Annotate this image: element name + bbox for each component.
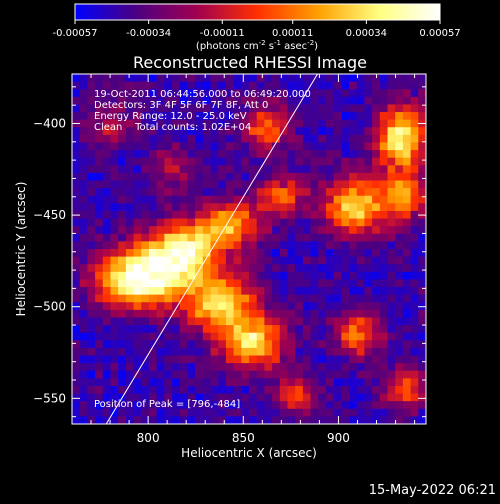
x-tick-label: 850 — [232, 431, 255, 445]
colorbar — [74, 3, 441, 21]
heatmap-image — [72, 74, 426, 424]
colorbar-tick-label: 0.00057 — [419, 28, 460, 39]
y-tick-label: −450 — [33, 208, 66, 222]
colorbar-tick-label: -0.00034 — [126, 28, 171, 39]
axis-tick-labels: 800 850 900 −400 −450 −500 −550 — [33, 116, 350, 445]
colorbar-tick-labels: -0.00057 -0.00034 -0.00011 0.00011 0.00034 0.… — [53, 28, 461, 39]
x-axis-label: Heliocentric X (arcsec) — [181, 446, 317, 460]
colorbar-tick-label: 0.00011 — [272, 28, 313, 39]
annotation-method-counts: Clean Total counts: 1.02E+04 — [94, 122, 251, 133]
annotation-detectors: Detectors: 3F 4F 5F 6F 7F 8F, Att 0 — [94, 100, 268, 111]
x-tick-label: 800 — [137, 431, 160, 445]
x-tick-label: 900 — [327, 431, 350, 445]
axis-ticks — [71, 74, 426, 424]
colorbar-unit-label: (photons cm-2 s-1 asec-2) — [196, 39, 318, 52]
y-tick-label: −400 — [33, 116, 66, 130]
annotation-block: 19-Oct-2011 06:44:56.000 to 06:49:20.000… — [94, 89, 311, 133]
y-axis-label: Heliocentric Y (arcsec) — [14, 182, 28, 317]
footer-timestamp: 15-May-2022 06:21 — [369, 483, 496, 498]
y-tick-label: −500 — [33, 300, 66, 314]
plot-frame — [71, 73, 427, 425]
annotation-peak-position: Position of Peak = [796,-484] — [94, 399, 240, 410]
colorbar-tick-label: -0.00057 — [53, 28, 98, 39]
chart-title: Reconstructed RHESSI Image — [133, 53, 367, 72]
colorbar-ticks — [74, 20, 441, 24]
annotation-energy-range: Energy Range: 12.0 - 25.0 keV — [94, 111, 247, 122]
colorbar-tick-label: -0.00011 — [200, 28, 245, 39]
colorbar-tick-label: 0.00034 — [346, 28, 387, 39]
annotation-time-range: 19-Oct-2011 06:44:56.000 to 06:49:20.000 — [94, 89, 311, 100]
y-tick-label: −550 — [33, 391, 66, 405]
solar-limb-line — [105, 74, 318, 424]
